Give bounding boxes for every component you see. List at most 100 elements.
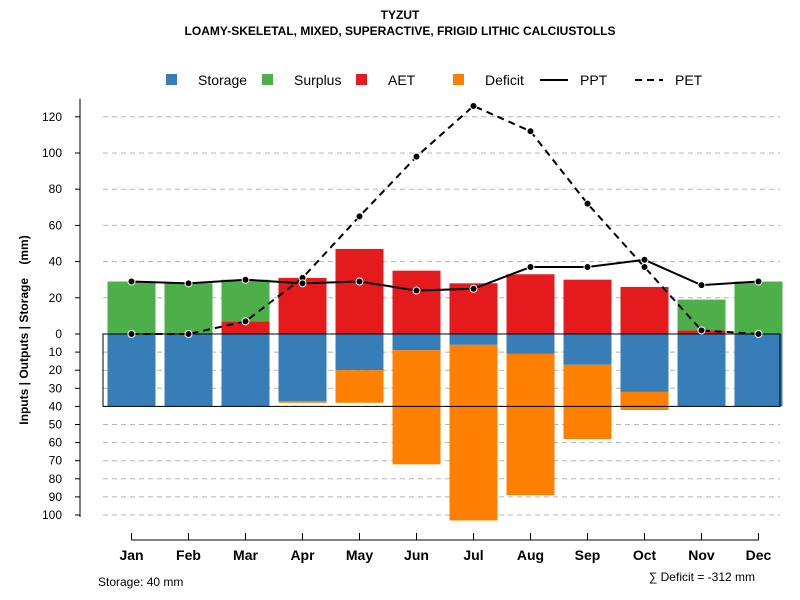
x-tick-label: Sep bbox=[575, 547, 601, 563]
y-tick-label: 90 bbox=[49, 490, 63, 504]
storage-bar bbox=[506, 334, 555, 354]
deficit-bar bbox=[506, 353, 555, 496]
y-tick-label: 80 bbox=[49, 182, 63, 196]
pet-point bbox=[526, 127, 535, 136]
pet-point bbox=[355, 212, 364, 221]
y-tick-label: 20 bbox=[49, 363, 63, 377]
pet-point bbox=[640, 263, 649, 272]
deficit-bar bbox=[335, 370, 384, 403]
storage-bar bbox=[449, 334, 498, 345]
legend-item: Surplus bbox=[262, 72, 341, 88]
legend-label: Surplus bbox=[294, 72, 341, 88]
y-tick-label: 100 bbox=[42, 146, 62, 160]
legend-label: Deficit bbox=[485, 72, 524, 88]
chart-subtitle: LOAMY-SKELETAL, MIXED, SUPERACTIVE, FRIG… bbox=[184, 24, 616, 38]
aet-bar bbox=[335, 248, 384, 334]
legend-swatch bbox=[356, 74, 367, 85]
aet-bar bbox=[392, 270, 441, 334]
pet-point bbox=[583, 199, 592, 208]
legend-label: PET bbox=[675, 72, 703, 88]
ppt-line bbox=[131, 258, 759, 292]
legend-item: Storage bbox=[166, 72, 247, 88]
legend-label: Storage bbox=[198, 72, 247, 88]
legend-item: AET bbox=[356, 72, 416, 88]
legend-item: PET bbox=[635, 72, 703, 88]
pet-point bbox=[241, 317, 250, 326]
storage-bar bbox=[278, 334, 327, 401]
surplus-bar bbox=[677, 299, 726, 331]
x-tick-label: Jun bbox=[404, 547, 429, 563]
ppt-point bbox=[469, 284, 478, 293]
legend-swatch bbox=[262, 74, 273, 85]
pet-point bbox=[184, 330, 193, 338]
legend-label: AET bbox=[388, 72, 416, 88]
ppt-point bbox=[412, 286, 421, 295]
surplus-bar bbox=[734, 281, 783, 334]
deficit-bar bbox=[563, 364, 612, 439]
surplus-bar bbox=[164, 283, 213, 334]
x-tick-label: May bbox=[346, 547, 373, 563]
x-tick-label: Apr bbox=[290, 547, 315, 563]
y-tick-label: 0 bbox=[55, 327, 62, 341]
legend-label: PPT bbox=[580, 72, 608, 88]
y-tick-label: 100 bbox=[42, 508, 62, 522]
ppt-point bbox=[355, 277, 364, 286]
y-tick-label: 20 bbox=[49, 291, 63, 305]
deficit-bar bbox=[449, 344, 498, 521]
x-tick-label: Aug bbox=[517, 547, 544, 563]
y-tick-label: 30 bbox=[49, 381, 63, 395]
x-tick-label: Dec bbox=[746, 547, 772, 563]
storage-footnote: Storage: 40 mm bbox=[98, 575, 184, 589]
y-tick-label: 70 bbox=[49, 454, 63, 468]
ppt-point bbox=[640, 255, 649, 264]
aet-bar bbox=[506, 274, 555, 334]
y-axis-label: Inputs | Outputs | Storage (mm) bbox=[17, 235, 31, 424]
legend-swatch bbox=[453, 74, 464, 85]
y-tick-label: 50 bbox=[49, 418, 63, 432]
deficit-bar bbox=[278, 400, 327, 403]
y-tick-label: 60 bbox=[49, 218, 63, 232]
y-tick-label: 120 bbox=[42, 110, 62, 124]
surplus-bar bbox=[221, 279, 270, 322]
pet-point bbox=[754, 330, 763, 338]
storage-bar bbox=[734, 334, 783, 407]
pet-point bbox=[127, 330, 136, 338]
ppt-point bbox=[754, 277, 763, 286]
y-tick-label: 40 bbox=[49, 399, 63, 413]
surplus-bar bbox=[107, 281, 156, 334]
ppt-point bbox=[526, 263, 535, 272]
deficit-bar bbox=[392, 350, 441, 465]
deficit-bar bbox=[620, 391, 669, 411]
y-tick-label: 80 bbox=[49, 472, 63, 486]
y-tick-label: 10 bbox=[49, 345, 63, 359]
legend-swatch bbox=[166, 74, 177, 85]
y-tick-label: 40 bbox=[49, 255, 63, 269]
x-tick-label: Oct bbox=[633, 547, 657, 563]
ppt-point bbox=[298, 279, 307, 288]
storage-bar bbox=[164, 334, 213, 407]
aet-bar bbox=[620, 286, 669, 334]
x-tick-label: Nov bbox=[688, 547, 715, 563]
aet-bar bbox=[563, 279, 612, 334]
ppt-point bbox=[127, 277, 136, 286]
legend-item: PPT bbox=[540, 72, 608, 88]
ppt-point bbox=[697, 281, 706, 290]
pet-point bbox=[469, 101, 478, 110]
storage-bar bbox=[677, 334, 726, 407]
x-tick-label: Mar bbox=[233, 547, 258, 563]
deficit-footnote: ∑ Deficit = -312 mm bbox=[648, 570, 755, 584]
storage-bar bbox=[221, 334, 270, 407]
legend-item: Deficit bbox=[453, 72, 524, 88]
chart-title: TYZUT bbox=[380, 8, 420, 22]
ppt-point bbox=[241, 275, 250, 284]
storage-bar bbox=[335, 334, 384, 371]
pet-point bbox=[697, 326, 706, 335]
y-tick-label: 60 bbox=[49, 436, 63, 450]
ppt-point bbox=[184, 279, 193, 288]
ppt-point bbox=[583, 263, 592, 272]
storage-bar bbox=[563, 334, 612, 365]
x-tick-label: Jan bbox=[119, 547, 143, 563]
x-tick-label: Jul bbox=[463, 547, 483, 563]
x-tick-label: Feb bbox=[176, 547, 201, 563]
